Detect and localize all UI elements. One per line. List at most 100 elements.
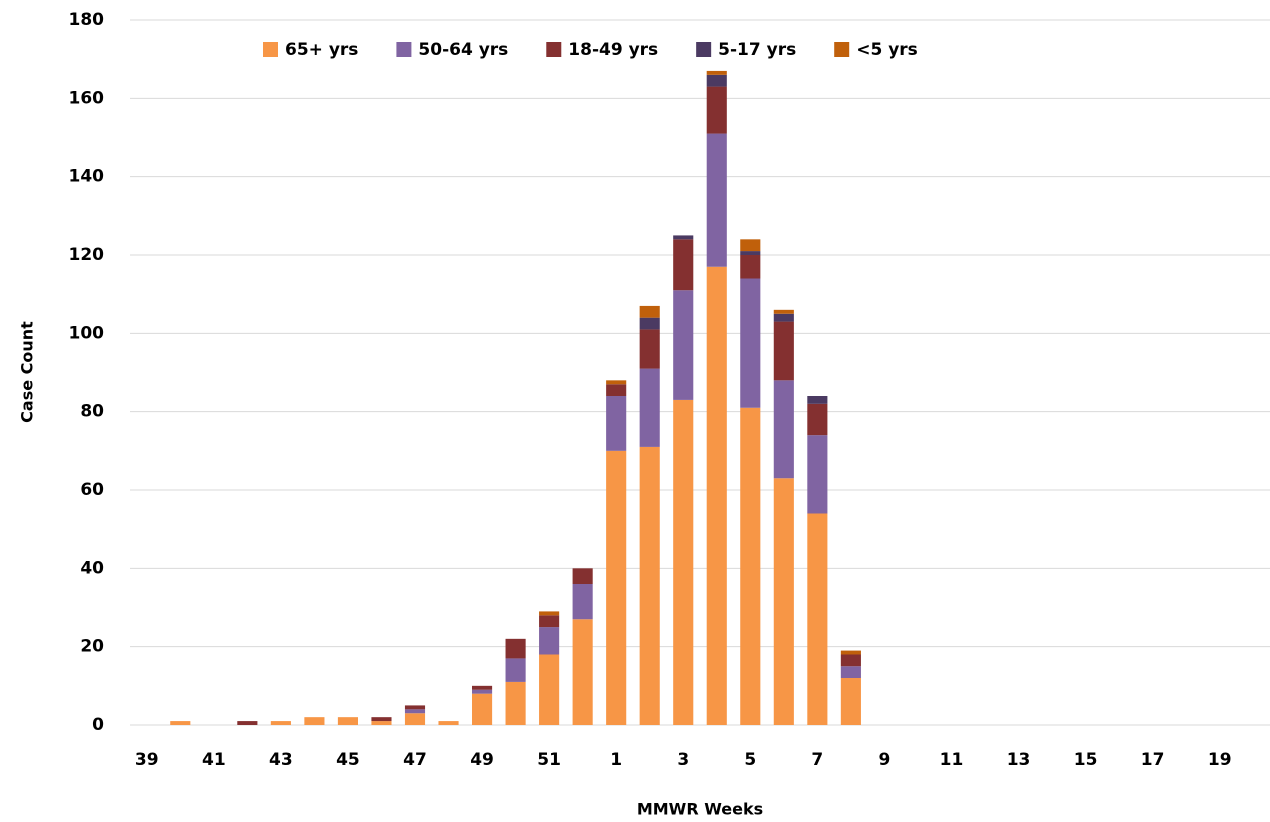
- bar-segment: [639, 317, 660, 330]
- bar-segment: [773, 309, 794, 314]
- x-tick-label: 3: [677, 750, 689, 770]
- x-tick-label: 39: [135, 750, 159, 770]
- bar-segment: [773, 321, 794, 381]
- x-tick-label: 11: [940, 750, 964, 770]
- x-tick-label: 49: [470, 750, 494, 770]
- x-tick-label: 19: [1208, 750, 1232, 770]
- bar-segment: [371, 721, 392, 725]
- x-tick-label: 5: [744, 750, 756, 770]
- bar-segment: [740, 251, 761, 255]
- bar-segment: [505, 638, 526, 659]
- bar-segment: [807, 396, 828, 404]
- y-tick-label: 140: [69, 167, 105, 187]
- bar-segment: [807, 435, 828, 514]
- bar-segment: [840, 678, 861, 725]
- bar-segment: [472, 689, 493, 694]
- x-tick-label: 17: [1141, 750, 1165, 770]
- bar-segment: [840, 650, 861, 655]
- bar-segment: [740, 278, 761, 408]
- x-tick-label: 1: [610, 750, 622, 770]
- bar-segment: [706, 86, 727, 134]
- legend-label: 5-17 yrs: [718, 40, 796, 60]
- bar-segment: [472, 693, 493, 725]
- y-tick-label: 60: [80, 480, 104, 500]
- bar-segment: [673, 290, 694, 400]
- y-tick-label: 100: [69, 323, 105, 343]
- legend-swatch: [834, 42, 850, 57]
- legend-swatch: [263, 42, 278, 57]
- legend-label: 18-49 yrs: [568, 40, 658, 60]
- bar-segment: [505, 681, 526, 725]
- x-tick-label: 43: [269, 750, 293, 770]
- bar-segment: [572, 568, 593, 584]
- bar-segment: [740, 239, 761, 252]
- bar-segment: [840, 666, 861, 678]
- bar-segment: [606, 396, 627, 451]
- legend-label: 50-64 yrs: [418, 40, 508, 60]
- x-tick-label: 9: [878, 750, 890, 770]
- bar-segment: [606, 450, 627, 725]
- y-tick-label: 20: [80, 637, 104, 657]
- bar-segment: [773, 478, 794, 725]
- y-axis-title: Case Count: [18, 321, 37, 423]
- y-tick-label: 120: [69, 245, 105, 265]
- x-tick-label: 51: [537, 750, 561, 770]
- legend-swatch: [396, 42, 412, 57]
- bar-segment: [807, 513, 828, 725]
- bar-segment: [404, 713, 426, 725]
- y-tick-label: 40: [80, 558, 104, 578]
- bar-segment: [840, 654, 861, 667]
- bar-segment: [639, 305, 660, 318]
- bar-segment: [606, 380, 627, 385]
- x-axis-title: MMWR Weeks: [637, 800, 763, 819]
- bar-segment: [539, 627, 560, 655]
- y-tick-label: 0: [92, 715, 104, 735]
- bar-segment: [270, 721, 291, 725]
- bar-segment: [572, 584, 593, 620]
- bar-segment: [371, 717, 392, 722]
- x-tick-label: 47: [403, 750, 427, 770]
- x-tick-label: 41: [202, 750, 226, 770]
- y-tick-label: 180: [69, 10, 105, 30]
- bar-segment: [639, 446, 660, 725]
- bar-segment: [773, 380, 794, 479]
- bar-segment: [639, 329, 660, 369]
- bar-segment: [706, 266, 727, 725]
- legend-swatch: [546, 42, 562, 57]
- bar-segment: [706, 133, 727, 267]
- y-tick-label: 160: [69, 88, 105, 108]
- bar-segment: [572, 619, 593, 725]
- bar-segment: [237, 721, 258, 725]
- x-tick-label: 45: [336, 750, 360, 770]
- bar-segment: [673, 235, 694, 240]
- bar-segment: [404, 705, 426, 710]
- bar-segment: [539, 615, 560, 628]
- bar-segment: [606, 384, 627, 396]
- bar-segment: [472, 685, 493, 690]
- bar-segment: [740, 255, 761, 279]
- bar-segment: [170, 721, 191, 725]
- bar-segment: [505, 658, 526, 682]
- bar-segment: [706, 74, 727, 87]
- bar-segment: [304, 717, 325, 725]
- bar-segment: [438, 721, 459, 725]
- legend-label: <5 yrs: [856, 40, 918, 60]
- legend-swatch: [696, 42, 712, 57]
- bar-segment: [539, 611, 560, 616]
- x-tick-label: 7: [811, 750, 823, 770]
- x-tick-label: 13: [1007, 750, 1031, 770]
- bar-segment: [673, 239, 694, 291]
- bar-segment: [773, 313, 794, 322]
- y-tick-label: 80: [80, 402, 104, 422]
- bar-segment: [673, 399, 694, 725]
- legend-label: 65+ yrs: [285, 40, 358, 60]
- bar-segment: [539, 654, 560, 725]
- bar-segment: [740, 407, 761, 725]
- x-tick-label: 15: [1074, 750, 1098, 770]
- bar-segment: [706, 70, 727, 75]
- bar-segment: [807, 403, 828, 436]
- bar-segment: [639, 368, 660, 447]
- bar-segment: [337, 717, 358, 725]
- bar-segment: [404, 709, 426, 714]
